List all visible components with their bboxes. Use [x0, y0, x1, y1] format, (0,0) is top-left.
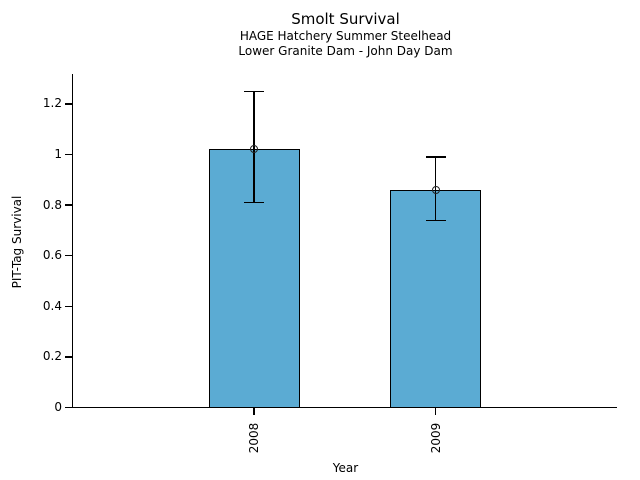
x-axis-label: Year	[332, 461, 359, 475]
point-marker-2009	[431, 185, 440, 194]
y-tick	[64, 406, 72, 409]
point-marker-2008	[250, 145, 258, 154]
y-tick	[64, 103, 72, 105]
y-tick-label: 0.4	[42, 298, 62, 313]
y-tick-label: 0.8	[42, 197, 62, 212]
y-tick-label: 0.6	[42, 248, 62, 263]
chart-subtitle-line-2: Lower Granite Dam - John Day Dam	[238, 44, 453, 58]
x-tick	[253, 408, 255, 415]
y-tick	[64, 254, 72, 257]
chart-title: Smolt Survival	[291, 10, 400, 28]
y-tick	[64, 204, 72, 206]
y-tick-label: 0	[54, 400, 62, 414]
x-tick-label-2008: 2008	[247, 422, 261, 454]
y-tick-label: 1	[54, 147, 62, 161]
error-bar-cap-bottom	[425, 219, 446, 222]
x-tick-label-2009: 2009	[428, 422, 443, 454]
x-tick	[434, 408, 437, 415]
bar-2009	[390, 189, 481, 409]
error-bar-cap-top	[244, 90, 264, 92]
y-tick-label: 0.2	[42, 349, 62, 364]
x-axis-spine	[71, 406, 617, 409]
y-tick	[64, 356, 72, 358]
error-bar-cap-top	[425, 156, 446, 158]
y-tick-label: 1.2	[42, 96, 62, 111]
y-tick	[64, 305, 72, 308]
y-tick	[64, 153, 72, 156]
chart-subtitle-line-1: HAGE Hatchery Summer Steelhead	[239, 29, 452, 43]
y-axis-spine	[71, 74, 74, 409]
error-bar-cap-bottom	[244, 201, 264, 204]
